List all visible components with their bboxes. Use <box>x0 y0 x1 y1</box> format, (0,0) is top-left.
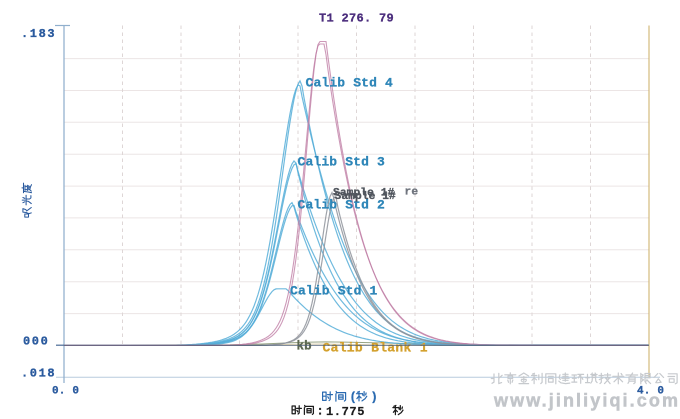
svg-text:kb: kb <box>297 340 312 354</box>
svg-text:000: 000 <box>23 335 49 349</box>
svg-text:Calib Std 4: Calib Std 4 <box>306 76 394 91</box>
svg-text:.018: .018 <box>21 367 56 381</box>
svg-text:0. 0: 0. 0 <box>52 386 79 398</box>
svg-text:1.775: 1.775 <box>326 405 365 419</box>
svg-text:Sample 1#: Sample 1# <box>335 191 397 203</box>
svg-text:.183: .183 <box>21 27 56 41</box>
svg-text::: : <box>317 405 324 419</box>
svg-text:Sample 1#: Sample 1# <box>333 188 395 200</box>
svg-text:www.jinliyiqi.com: www.jinliyiqi.com <box>493 391 680 411</box>
svg-text:(: ( <box>350 391 357 405</box>
svg-text:T1 276. 79: T1 276. 79 <box>319 12 394 26</box>
svg-text:Calib Std 3: Calib Std 3 <box>298 155 386 170</box>
svg-text:4. 0: 4. 0 <box>637 386 664 398</box>
svg-text:): ) <box>371 391 378 405</box>
svg-text:Calib Blank 1: Calib Blank 1 <box>323 341 428 356</box>
svg-text:re: re <box>405 187 419 199</box>
svg-text:Calib Std 2: Calib Std 2 <box>298 198 386 213</box>
svg-text:Calib Std 1: Calib Std 1 <box>290 284 378 299</box>
